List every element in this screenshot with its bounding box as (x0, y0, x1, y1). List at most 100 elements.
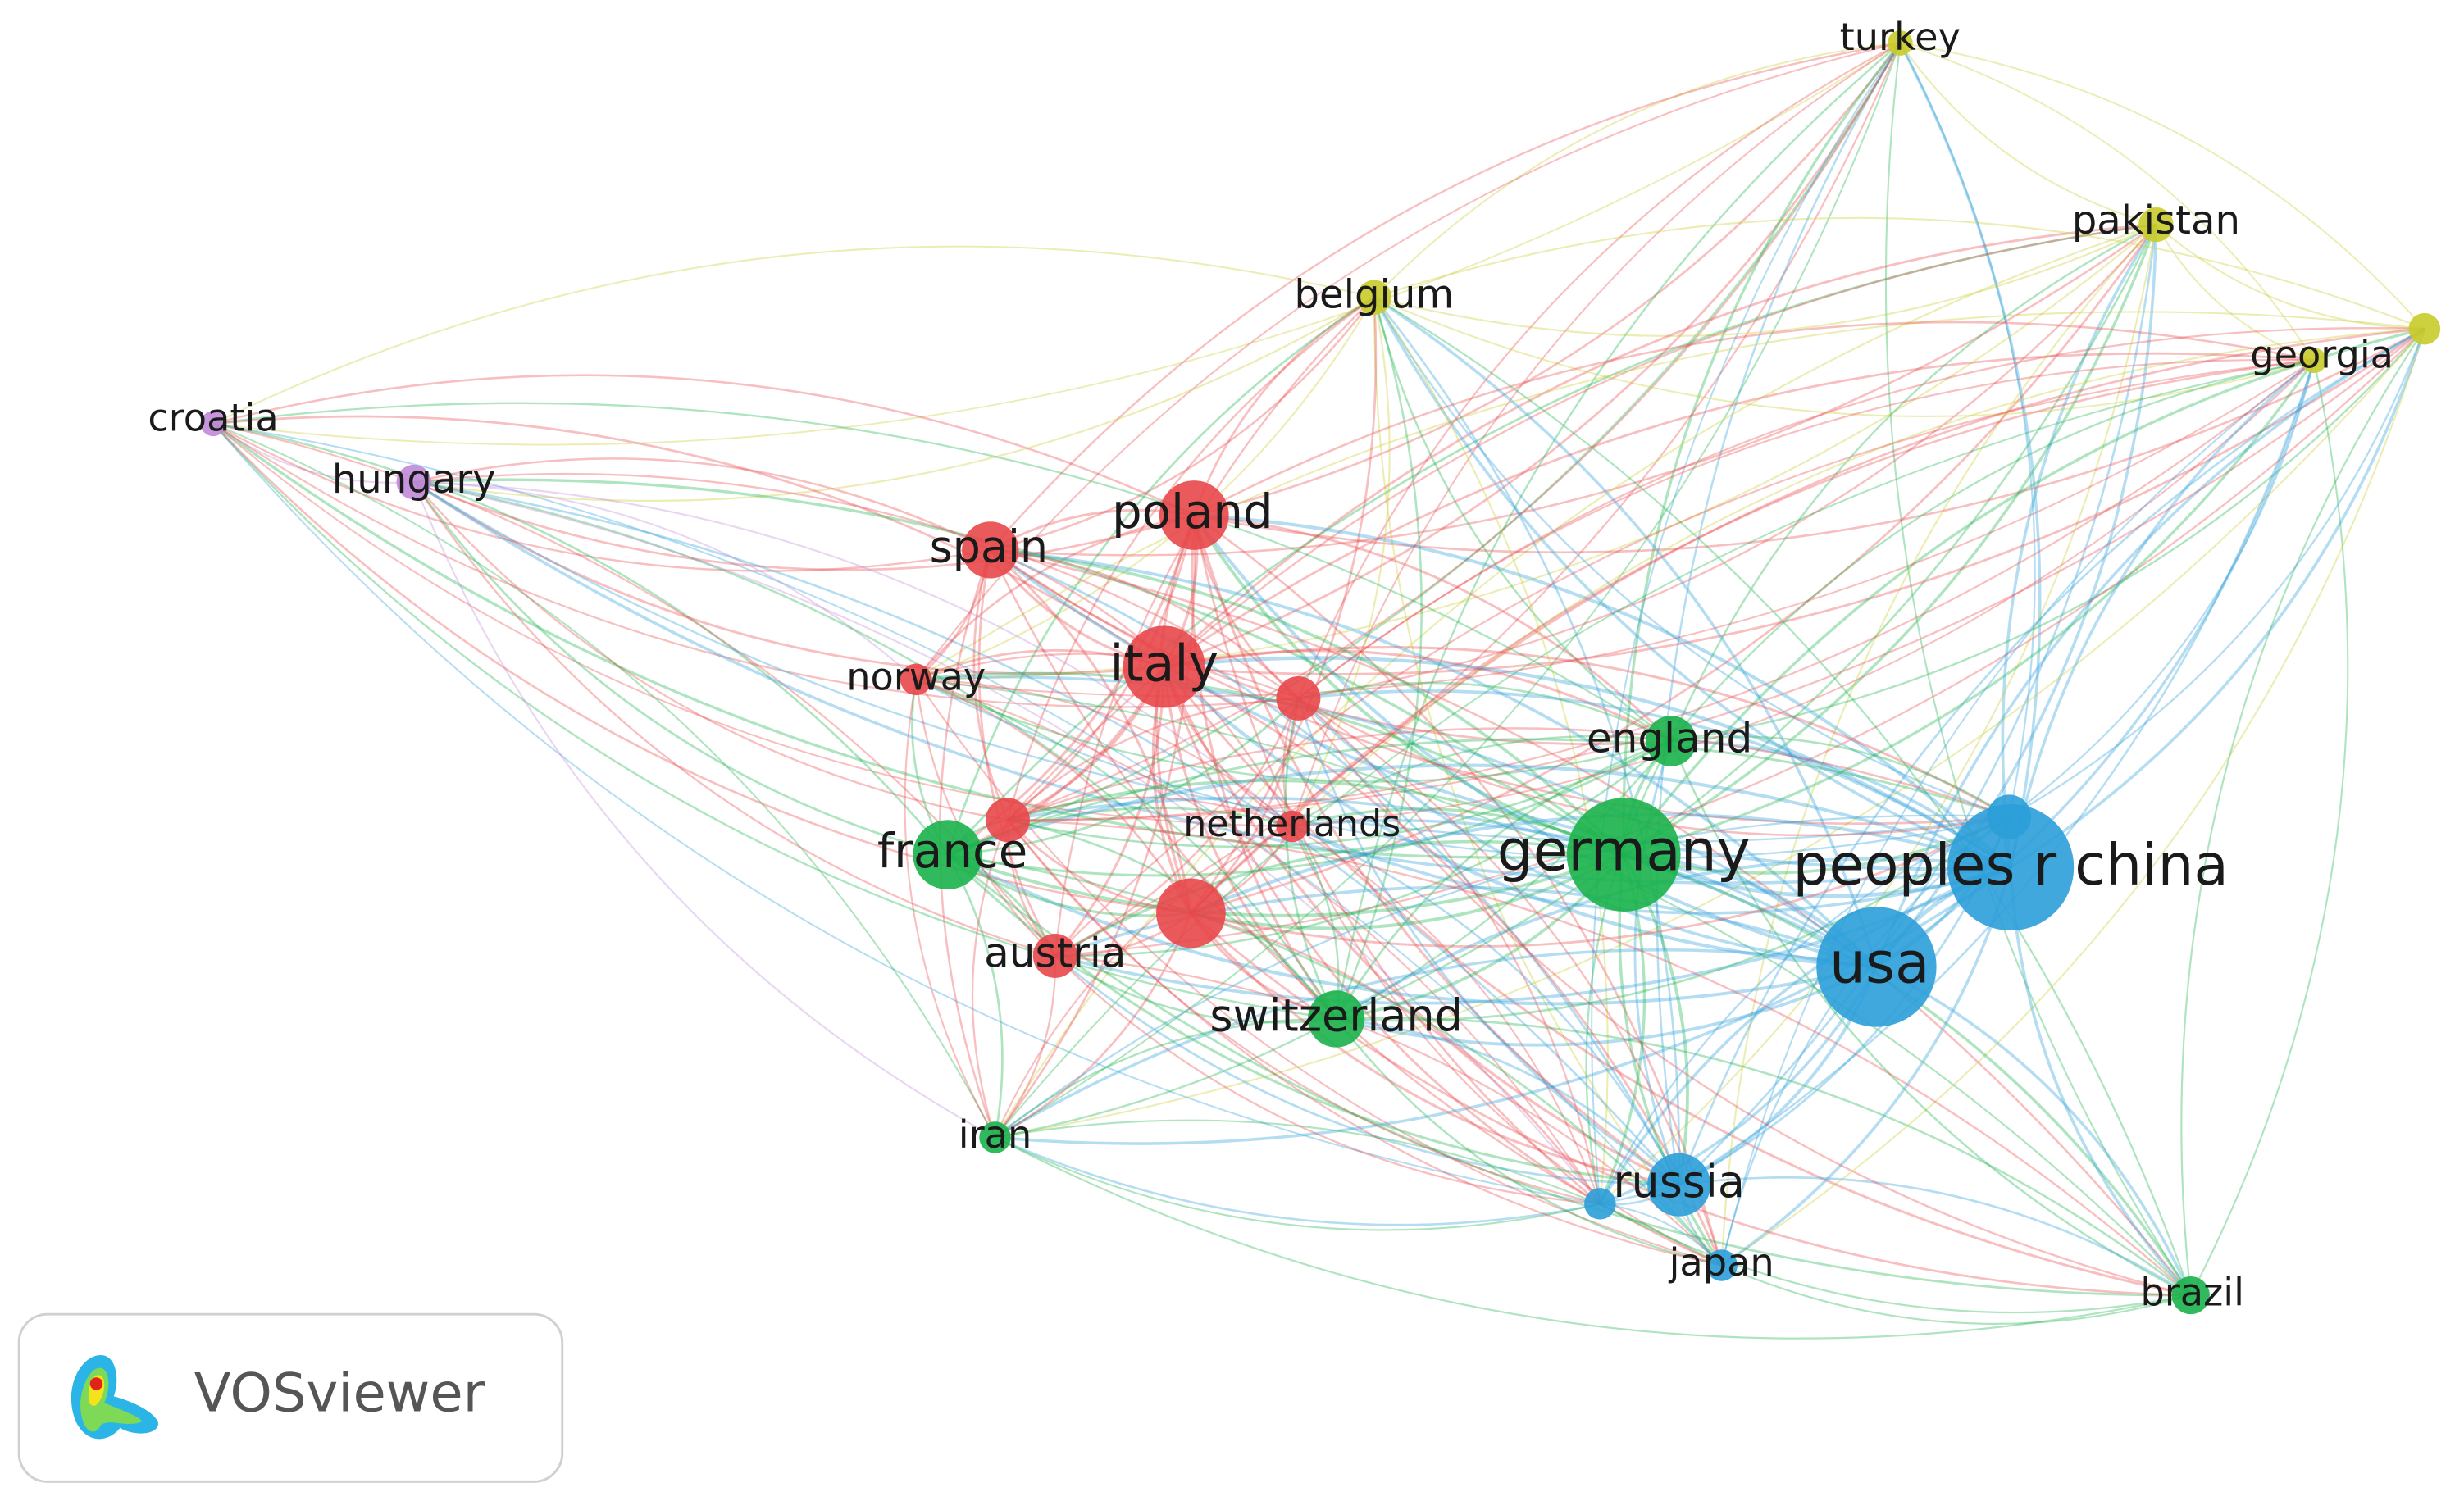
edge (994, 826, 1293, 1138)
edge (1336, 816, 2011, 1022)
node-label: hungary (332, 457, 496, 503)
edge (412, 480, 1164, 675)
edge (947, 739, 1672, 877)
edge (1163, 666, 1601, 1205)
edge (915, 678, 1337, 1020)
edge (915, 678, 2010, 860)
edge (994, 1017, 1337, 1139)
edge (1163, 666, 2192, 1297)
edge (1164, 666, 1723, 1267)
edge (1335, 42, 1902, 1020)
edge (947, 807, 1293, 856)
node-label: switzerland (1209, 990, 1462, 1042)
edge (1373, 296, 2315, 417)
edge (1193, 321, 2315, 516)
edge (1191, 515, 1337, 1020)
edge (1720, 866, 2012, 1267)
edge (413, 480, 1195, 571)
edge (413, 480, 917, 680)
edge (1054, 328, 2425, 957)
edge (1291, 328, 2425, 827)
edge (904, 679, 996, 1138)
edge (990, 224, 2157, 557)
edge (412, 481, 996, 1139)
edge (947, 763, 2011, 869)
edge (1054, 666, 1166, 957)
node (979, 1121, 1011, 1153)
edge (995, 328, 2425, 1139)
edge (1599, 224, 2157, 1205)
edge (1191, 224, 2157, 915)
edge (1007, 42, 1902, 821)
edge (1164, 656, 2012, 869)
edge (1284, 698, 1337, 1020)
edge (995, 1136, 1601, 1231)
node (2171, 1276, 2210, 1315)
edge (1875, 965, 2193, 1296)
edge (1007, 727, 2010, 821)
edge (1007, 739, 1672, 848)
edge (212, 374, 1195, 516)
edge (1720, 224, 2157, 1266)
edge (1373, 297, 2010, 818)
edge (1192, 515, 1680, 1186)
edge (1900, 42, 2315, 362)
edge (994, 359, 2315, 1139)
edge (1899, 43, 2036, 817)
node-label: turkey (1840, 15, 1961, 59)
edge (2010, 328, 2426, 869)
edge (1336, 1017, 2192, 1297)
edge (1007, 796, 1293, 828)
edge (1192, 514, 1624, 857)
edge (2001, 224, 2157, 868)
edge (412, 481, 1056, 957)
edge (1623, 359, 2316, 857)
edge (1670, 359, 2315, 742)
edge (1163, 665, 1877, 969)
node-label: netherlands (1183, 803, 1401, 845)
edge (990, 548, 1625, 856)
edge (1193, 42, 1902, 516)
edge (1373, 224, 2157, 337)
edge (1054, 954, 1679, 1186)
edge (2009, 866, 2193, 1297)
edge (990, 548, 2010, 826)
edge (915, 678, 1672, 783)
edge (1164, 646, 2010, 818)
edge (1599, 816, 2010, 1204)
edge (413, 472, 1300, 699)
edge (915, 678, 1601, 1204)
edge (947, 853, 1723, 1267)
edge (1297, 697, 1877, 969)
edge (212, 422, 1299, 708)
edge (1164, 649, 1672, 743)
node (1947, 803, 2075, 931)
edge (1291, 735, 1672, 827)
edge (990, 548, 1878, 968)
node (1159, 480, 1229, 550)
edge (946, 223, 2157, 856)
edge (412, 480, 2011, 885)
edge (1054, 955, 1601, 1205)
node (1887, 30, 1913, 56)
edge (1190, 297, 1378, 914)
edge (1336, 965, 1878, 1047)
edge (1163, 666, 1680, 1186)
edge (915, 678, 1192, 914)
edge (1054, 954, 1337, 1024)
edge (1297, 698, 2192, 1297)
edge (1194, 327, 2425, 554)
edge (212, 422, 414, 484)
edge (1599, 1203, 2191, 1314)
edge (1291, 42, 1901, 827)
node (1276, 810, 1308, 843)
node (900, 663, 932, 696)
edge (946, 853, 1004, 1138)
edge (972, 549, 1009, 821)
node-label: poland (1112, 484, 1273, 539)
edge (1163, 223, 2157, 668)
edge (915, 653, 1299, 699)
edge (990, 548, 1680, 1185)
